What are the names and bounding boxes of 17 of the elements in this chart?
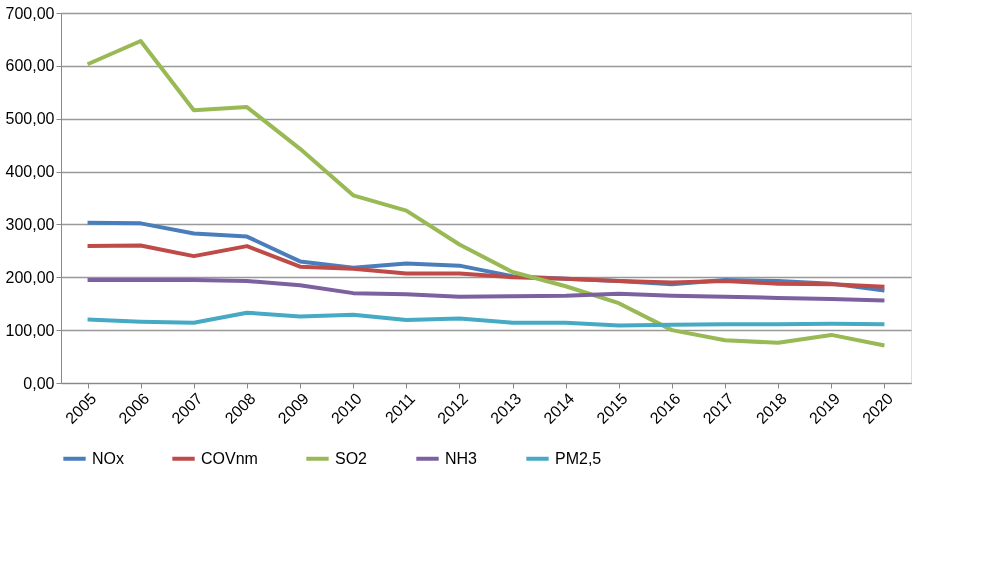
line-series [85, 310, 887, 328]
y-tick-label: 400,00 [5, 163, 55, 181]
legend-label: SO2 [335, 449, 368, 467]
y-tick-label: 100,00 [5, 321, 55, 339]
y-tick-label: 300,00 [5, 215, 55, 233]
y-tick-label: 600,00 [5, 57, 55, 75]
line-series [85, 39, 887, 348]
y-tick-label: 0,00 [23, 374, 55, 392]
line-series [85, 243, 887, 289]
legend-label: NH3 [445, 449, 478, 467]
line-series [85, 277, 887, 303]
y-tick-label: 200,00 [5, 268, 55, 286]
y-tick-label: 500,00 [5, 110, 55, 128]
y-tick-label: 700,00 [5, 4, 55, 22]
legend-label: NOx [92, 449, 124, 467]
legend-label: COVnm [201, 449, 258, 467]
legend-label: PM2,5 [555, 449, 602, 467]
